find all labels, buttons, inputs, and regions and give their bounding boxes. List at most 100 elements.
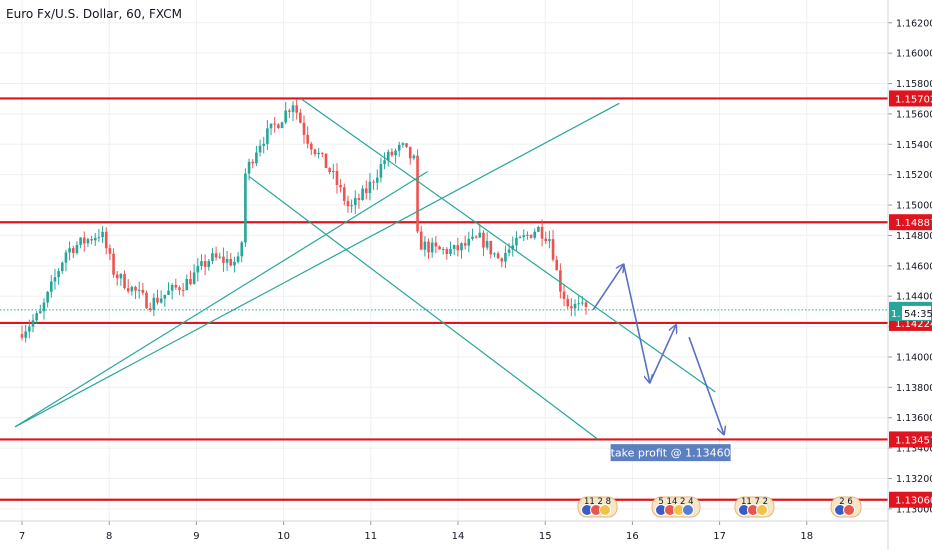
candle-body bbox=[566, 298, 569, 307]
y-tick-label: 1.15600 bbox=[896, 109, 932, 120]
candle-body bbox=[540, 226, 544, 239]
y-tick-label: 1.16000 bbox=[896, 49, 932, 60]
candle-body bbox=[119, 274, 123, 279]
flag-icon bbox=[599, 504, 612, 516]
candle-body bbox=[372, 181, 375, 183]
x-tick-label: 7 bbox=[19, 531, 25, 542]
candle-body bbox=[379, 164, 383, 178]
candle-body bbox=[75, 244, 79, 254]
candle-body bbox=[489, 240, 493, 255]
candle-body bbox=[353, 198, 357, 206]
y-tick-label: 1.15400 bbox=[896, 140, 932, 151]
candle-body bbox=[302, 122, 306, 135]
candle-body bbox=[559, 270, 562, 292]
candle-body bbox=[112, 253, 115, 275]
y-tick-label: 1.15000 bbox=[896, 201, 932, 212]
candle-body bbox=[156, 297, 159, 303]
candle-body bbox=[390, 151, 394, 156]
price-level-tag-label: 1.13457 bbox=[895, 435, 932, 446]
candle-body bbox=[236, 256, 240, 262]
candle-body bbox=[181, 289, 185, 291]
candle-body bbox=[148, 308, 152, 310]
y-tick-label: 1.14000 bbox=[896, 352, 932, 363]
forecast-arrow bbox=[622, 264, 650, 382]
flag-icon bbox=[755, 504, 768, 516]
candle-body bbox=[200, 261, 203, 266]
candle-body bbox=[394, 150, 397, 156]
candle-body bbox=[328, 168, 331, 173]
candle-body bbox=[456, 245, 460, 251]
forecast-arrow bbox=[688, 336, 724, 434]
candle-body bbox=[368, 181, 372, 194]
candle-body bbox=[317, 152, 320, 155]
candle-body bbox=[383, 160, 386, 165]
candle-body bbox=[68, 248, 71, 253]
candle-body bbox=[332, 170, 335, 173]
event-marker-label: 5 14 2 4 bbox=[658, 497, 693, 507]
candle-body bbox=[430, 242, 434, 253]
price-levels bbox=[0, 97, 888, 501]
candle-body bbox=[441, 249, 445, 251]
candle-body bbox=[449, 248, 452, 255]
event-markers: 11 2 8 5 14 2 4 11 7 2 2 6 bbox=[577, 496, 862, 518]
candle-body bbox=[460, 243, 463, 251]
candle-body bbox=[284, 110, 287, 123]
candle-body bbox=[291, 105, 295, 112]
candle-body bbox=[79, 237, 82, 245]
candle-body bbox=[244, 173, 247, 243]
y-tick-label: 1.13400 bbox=[896, 444, 932, 455]
candle-body bbox=[101, 231, 104, 238]
x-tick-label: 9 bbox=[193, 531, 199, 542]
candle-body bbox=[255, 152, 258, 164]
candle-body bbox=[401, 143, 405, 145]
candle-body bbox=[537, 226, 540, 232]
price-level-tag bbox=[889, 491, 932, 508]
y-tick-label: 1.15800 bbox=[896, 79, 932, 90]
trend-line bbox=[14, 171, 428, 428]
candle-body bbox=[313, 149, 317, 155]
candle-body bbox=[375, 177, 379, 183]
candle-body bbox=[288, 110, 291, 112]
time-axis[interactable]: 7 8 9 10 11 14 15 16 17 18 bbox=[0, 520, 888, 542]
candle-body bbox=[544, 238, 548, 242]
take-profit-annotation: take profit @ 1.13460 bbox=[611, 444, 731, 462]
candle-body bbox=[361, 188, 364, 200]
candlesticks bbox=[20, 99, 588, 343]
candle-body bbox=[178, 287, 181, 290]
x-tick-label: 8 bbox=[106, 531, 112, 542]
candle-body bbox=[247, 161, 251, 174]
price-level-tag-label: 1.14887 bbox=[895, 218, 932, 229]
x-tick-label: 15 bbox=[539, 531, 552, 542]
candle-body bbox=[90, 239, 93, 241]
candle-body bbox=[258, 145, 262, 153]
candle-body bbox=[53, 277, 57, 282]
candle-body bbox=[548, 239, 551, 242]
price-level-tag-label: 1.15702 bbox=[895, 94, 932, 105]
candle-body bbox=[233, 261, 236, 266]
x-tick-label: 11 bbox=[364, 531, 377, 542]
candle-body bbox=[192, 272, 196, 285]
candle-body bbox=[196, 265, 200, 273]
candle-body bbox=[412, 155, 416, 159]
candle-body bbox=[339, 184, 342, 188]
candle-body bbox=[82, 237, 86, 244]
candle-body bbox=[364, 188, 368, 194]
candle-body bbox=[386, 151, 390, 161]
y-tick-label: 1.14800 bbox=[896, 231, 932, 242]
candle-body bbox=[504, 252, 507, 262]
trend-lines bbox=[14, 98, 716, 440]
candle-body bbox=[346, 200, 350, 207]
price-axis[interactable]: 1.16200 1.16000 1.15800 1.15600 1.15400 1.152… bbox=[887, 0, 932, 550]
flag-icon bbox=[682, 504, 694, 516]
candle-body bbox=[46, 291, 49, 303]
candle-body bbox=[141, 289, 145, 293]
x-tick-label: 18 bbox=[800, 531, 813, 542]
candle-body bbox=[478, 232, 482, 238]
y-tick-label: 1.13000 bbox=[896, 504, 932, 515]
candle-body bbox=[218, 256, 222, 258]
y-tick-label: 1.13800 bbox=[896, 383, 932, 394]
candle-body bbox=[42, 302, 46, 312]
candle-body bbox=[463, 243, 467, 246]
candle-body bbox=[167, 290, 170, 295]
